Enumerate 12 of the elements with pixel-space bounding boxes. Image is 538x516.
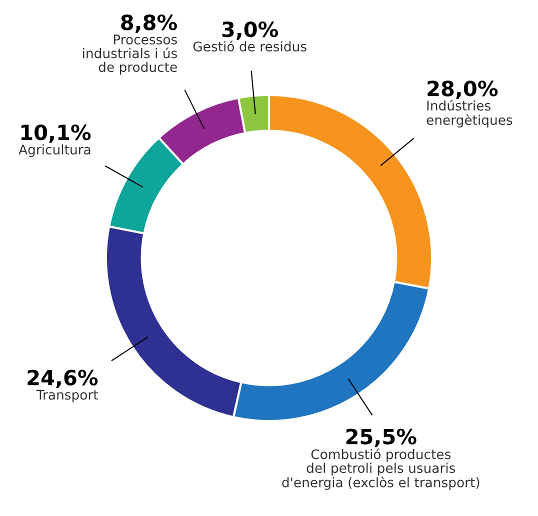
data-label: 10,1% [21,124,91,143]
slice-label: Processos industrials i ús de producte [83,34,177,75]
data-label: 28,0% [428,80,498,100]
data-label: 3,0% [222,21,278,40]
slice-label: Gestió de residus [193,40,306,52]
data-label: 8,8% [121,14,177,33]
slice-label: Agricultura [18,144,90,158]
data-label: 25,5% [346,428,416,448]
slice-label: Indústries energètiques [426,100,512,128]
slice-label: Transport [36,390,98,402]
slice-label: Combustió productes del petroli pels usuaris d'energia (exclòs el transport) [282,448,480,490]
data-label: 24,6% [28,370,98,388]
